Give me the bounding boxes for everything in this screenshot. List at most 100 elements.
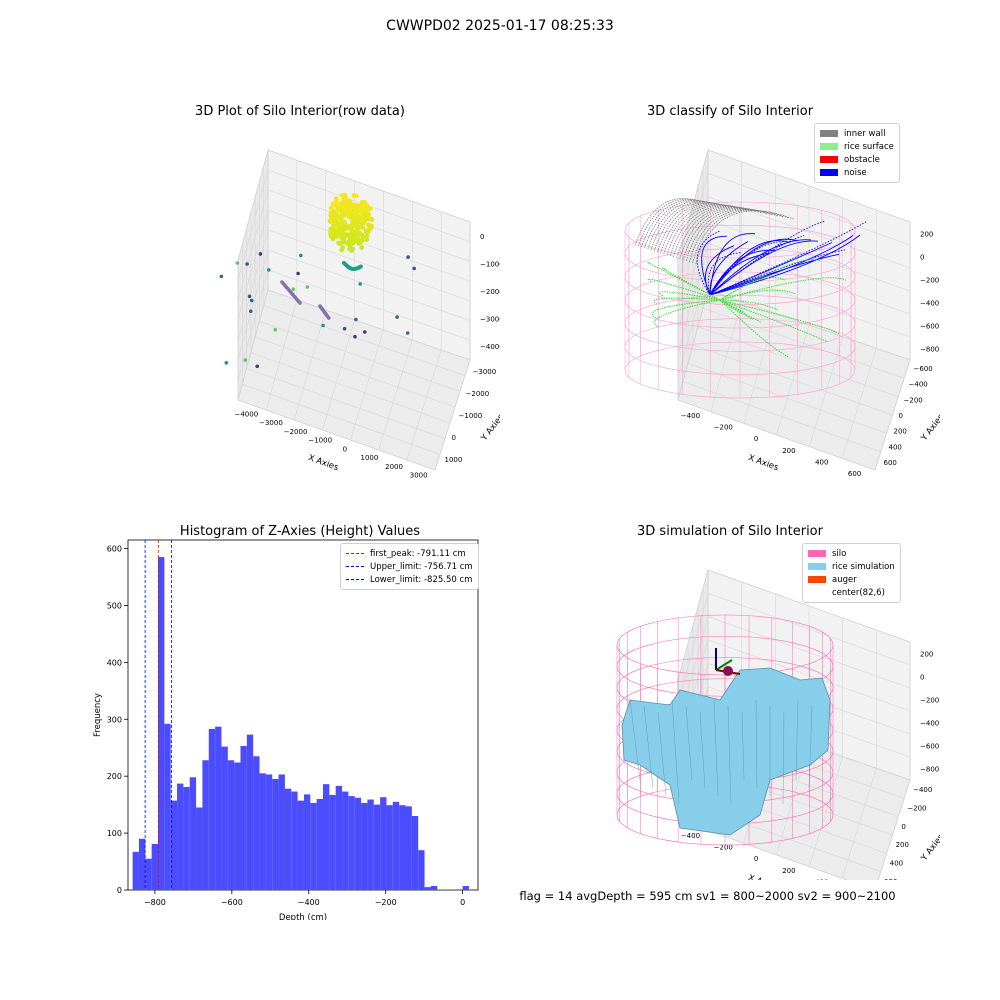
- histogram-bar: [297, 800, 304, 890]
- histogram-bar: [437, 889, 444, 890]
- z-tick-label: −800: [920, 346, 939, 354]
- gridline: [267, 229, 471, 302]
- noise-curve: [709, 235, 854, 296]
- status-line: flag = 14 avgDepth = 595 cm sv1 = 800~20…: [519, 889, 896, 903]
- data-point: [405, 331, 410, 335]
- data-point: [356, 205, 361, 211]
- y-tick-label: 0: [452, 434, 456, 442]
- y-tick-label: −3000: [473, 368, 497, 376]
- legend-item: first_peak: -791.11 cm: [346, 547, 473, 560]
- gridline: [378, 339, 413, 451]
- x-tick-label: −200: [375, 898, 397, 907]
- legend-label: auger: [832, 574, 857, 585]
- gridline: [677, 399, 876, 471]
- surface-mesh: [657, 711, 667, 797]
- y-tick-label: 1000: [445, 456, 463, 464]
- noise-curve: [709, 249, 847, 296]
- rice-surface-curve: [719, 277, 786, 301]
- gridline: [237, 209, 269, 321]
- inner-wall-curve: [637, 198, 701, 247]
- legend-label: inner wall: [844, 128, 886, 139]
- legend-swatch: [808, 576, 826, 583]
- histogram-bar: [170, 800, 178, 890]
- gridline: [707, 149, 911, 223]
- data-point: [363, 214, 369, 219]
- x-tick-label: 0: [754, 855, 758, 863]
- legend-item: center(82,6): [808, 586, 895, 599]
- z-tick-label: −600: [920, 743, 939, 751]
- gridline: [406, 349, 442, 461]
- gridline: [267, 289, 471, 361]
- inner-wall-curve: [689, 209, 784, 263]
- z-tick-label: −200: [920, 277, 939, 285]
- data-point: [333, 201, 339, 207]
- data-point: [349, 202, 355, 208]
- x-tick-label: 200: [782, 867, 795, 875]
- rice-surface-curve: [647, 261, 721, 301]
- data-point: [273, 327, 278, 332]
- data-point: [358, 240, 363, 245]
- histogram-bar: [373, 804, 381, 890]
- x-tick-label: 400: [815, 459, 828, 467]
- data-point: [355, 225, 360, 230]
- y-tick-label: −400: [909, 381, 928, 389]
- legend-swatch: [808, 563, 826, 570]
- y-tick-label: 200: [894, 428, 907, 436]
- inner-wall-curve: [695, 210, 794, 265]
- noise-curve: [709, 220, 826, 296]
- data-point: [334, 216, 339, 222]
- data-point: [335, 222, 341, 228]
- data-point: [337, 232, 343, 238]
- rice-surface-curve: [719, 289, 796, 301]
- legend-swatch: [808, 589, 826, 596]
- data-point: [334, 234, 339, 240]
- y-tick-label: 400: [107, 658, 122, 667]
- rice-simulation-surface: [621, 667, 831, 836]
- y-tick-label: 600: [884, 878, 897, 880]
- data-point: [305, 285, 310, 289]
- histogram-bar: [221, 746, 228, 890]
- histogram-bar: [323, 784, 330, 890]
- x-tick-label: −600: [221, 898, 243, 907]
- legend-label: Upper_limit: -756.71 cm: [370, 561, 473, 572]
- axis-arrow: [715, 659, 733, 671]
- x-tick-label: −200: [714, 424, 733, 432]
- histogram-bar: [227, 760, 235, 890]
- inner-wall-curve: [692, 209, 789, 264]
- data-point: [224, 361, 229, 365]
- data-point: [249, 298, 254, 303]
- gridline: [250, 352, 451, 424]
- z-tick-label: −400: [920, 300, 939, 308]
- y-tick-label: −400: [913, 786, 932, 794]
- rice-surface-curve: [719, 299, 840, 335]
- legend-item: Upper_limit: -756.71 cm: [346, 560, 473, 573]
- histogram-bar: [145, 858, 152, 890]
- legend-item: rice simulation: [808, 560, 895, 573]
- histogram-bar: [386, 805, 393, 890]
- z-tick-label: 200: [920, 231, 933, 239]
- surface-mesh: [713, 699, 719, 797]
- gridline: [255, 336, 456, 408]
- data-point: [341, 235, 347, 241]
- rice-surface-curve: [719, 299, 761, 323]
- histogram-bar: [151, 843, 158, 890]
- y-tick-label: 600: [884, 459, 897, 467]
- gridline: [237, 399, 436, 471]
- classify-legend: inner wall rice surface obstacle noise: [814, 123, 900, 183]
- histogram-bar: [424, 887, 431, 890]
- gridline: [707, 593, 911, 666]
- x-tick-label: 1000: [361, 454, 379, 462]
- x-tick-label: 3000: [410, 472, 428, 480]
- data-point: [255, 364, 259, 369]
- data-point: [349, 248, 354, 253]
- data-point: [361, 210, 367, 215]
- z-tick-label: −1000: [480, 260, 500, 268]
- data-point: [349, 227, 354, 233]
- depth-histogram: −800 −600 −400 −200 0 0 100 200 300 400 500 600 Dept…: [93, 539, 479, 920]
- noise-curve: [709, 234, 861, 296]
- gridline: [874, 359, 911, 471]
- noise-curve: [709, 240, 791, 296]
- histogram-bar: [284, 788, 292, 890]
- histogram-title: Histogram of Z-Axies (Height) Values: [179, 524, 421, 539]
- data-point: [369, 217, 375, 222]
